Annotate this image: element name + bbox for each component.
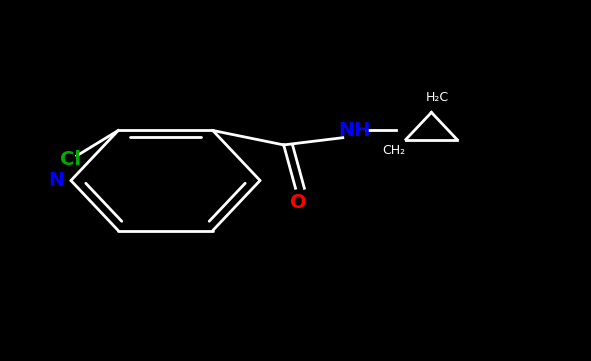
Text: NH: NH — [339, 121, 371, 140]
Text: H₂C: H₂C — [426, 91, 449, 104]
Text: Cl: Cl — [60, 150, 82, 169]
Text: CH₂: CH₂ — [382, 144, 405, 157]
Text: O: O — [290, 193, 307, 212]
Text: N: N — [48, 171, 64, 190]
